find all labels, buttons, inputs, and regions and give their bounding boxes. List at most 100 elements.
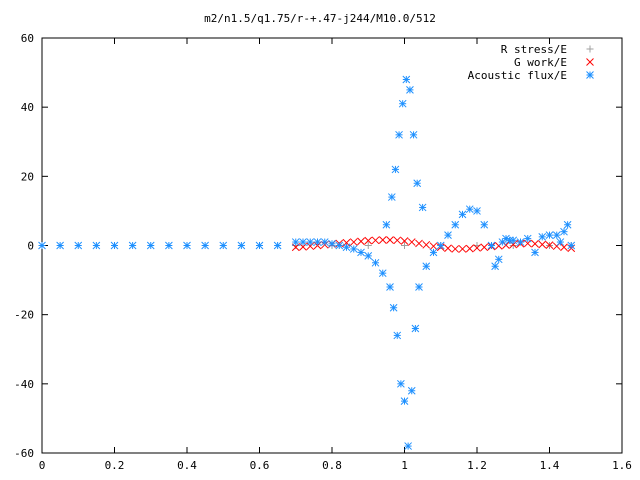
data-point [402,75,411,84]
data-point [201,241,209,250]
data-point [146,241,155,250]
data-point [349,238,358,246]
data-point [364,242,372,249]
x-tick-label: 0 [39,459,46,472]
x-tick-label: 0.2 [105,459,125,472]
data-point [480,220,489,229]
data-point [436,241,445,250]
data-point [342,243,351,252]
data-point [389,303,398,312]
data-point [473,207,481,215]
y-tick-label: -60 [14,447,34,460]
data-point [567,241,576,250]
legend-marker [586,45,594,53]
data-point [371,236,380,245]
data-point [273,241,282,250]
data-point [371,258,380,267]
y-tick-label: 0 [27,240,34,253]
data-point [563,220,572,229]
data-point [306,238,315,246]
x-tick-label: 1.4 [540,459,560,472]
data-point [491,262,499,271]
series-1 [291,236,576,253]
data-point [458,245,467,253]
data-point [349,245,358,253]
data-point [335,241,344,250]
legend-marker [586,58,594,66]
data-point [415,283,423,291]
data-point [398,99,407,108]
data-point [364,252,373,260]
data-point [128,241,137,250]
x-tick-label: 0.8 [322,459,342,472]
y-tick-label: -40 [14,378,34,391]
data-point [429,248,438,257]
data-point [404,442,412,450]
data-point [538,240,547,249]
data-point [291,238,300,246]
data-point [409,130,418,139]
data-point [313,238,322,246]
data-point [451,245,460,253]
data-point [465,244,474,253]
data-point [465,205,474,214]
data-point [382,220,391,229]
data-point [92,241,101,250]
y-tick-label: 20 [21,170,34,183]
data-point [480,243,489,252]
data-point [357,248,365,257]
data-point [545,241,554,250]
data-point [378,236,387,244]
legend-marker [586,71,594,79]
data-point [320,238,329,246]
data-point [406,86,414,94]
y-tick-label: 60 [21,32,34,45]
data-point [494,255,503,264]
data-point [38,241,46,250]
x-tick-label: 1.6 [612,459,632,472]
x-tick-label: 1 [401,459,408,472]
data-point [451,220,460,229]
data-point [400,237,409,245]
data-point [429,242,438,251]
data-point [538,233,547,241]
data-point [422,240,431,249]
data-point [183,241,191,250]
chart-title: m2/n1.5/q1.75/r-+.47-j244/M10.0/512 [204,12,436,25]
data-point [556,238,565,246]
data-point [74,241,83,250]
data-point [407,238,416,246]
x-tick-label: 0.6 [250,459,270,472]
data-point [407,386,416,395]
data-point [560,243,568,252]
data-point [255,241,264,250]
data-point [400,397,409,405]
data-point [545,231,554,239]
x-tick-label: 0.4 [177,459,197,472]
data-point [422,262,431,271]
data-point [415,239,423,248]
data-point [509,236,518,245]
data-point [386,283,394,291]
data-point [378,269,387,278]
legend-label: R stress/E [501,43,567,56]
data-point [395,130,403,139]
data-point [357,237,365,246]
y-tick-label: 40 [21,101,34,114]
data-point [473,244,481,252]
data-point [401,242,408,249]
data-point [516,238,525,246]
data-point [386,236,394,244]
data-point [393,236,402,245]
data-point [411,324,420,333]
data-point [56,241,64,250]
data-point [458,210,467,219]
data-point [397,379,405,388]
data-point [487,241,496,250]
data-point [237,241,246,250]
data-point [444,231,452,239]
y-tick-label: -20 [14,309,34,322]
data-point [110,241,119,250]
